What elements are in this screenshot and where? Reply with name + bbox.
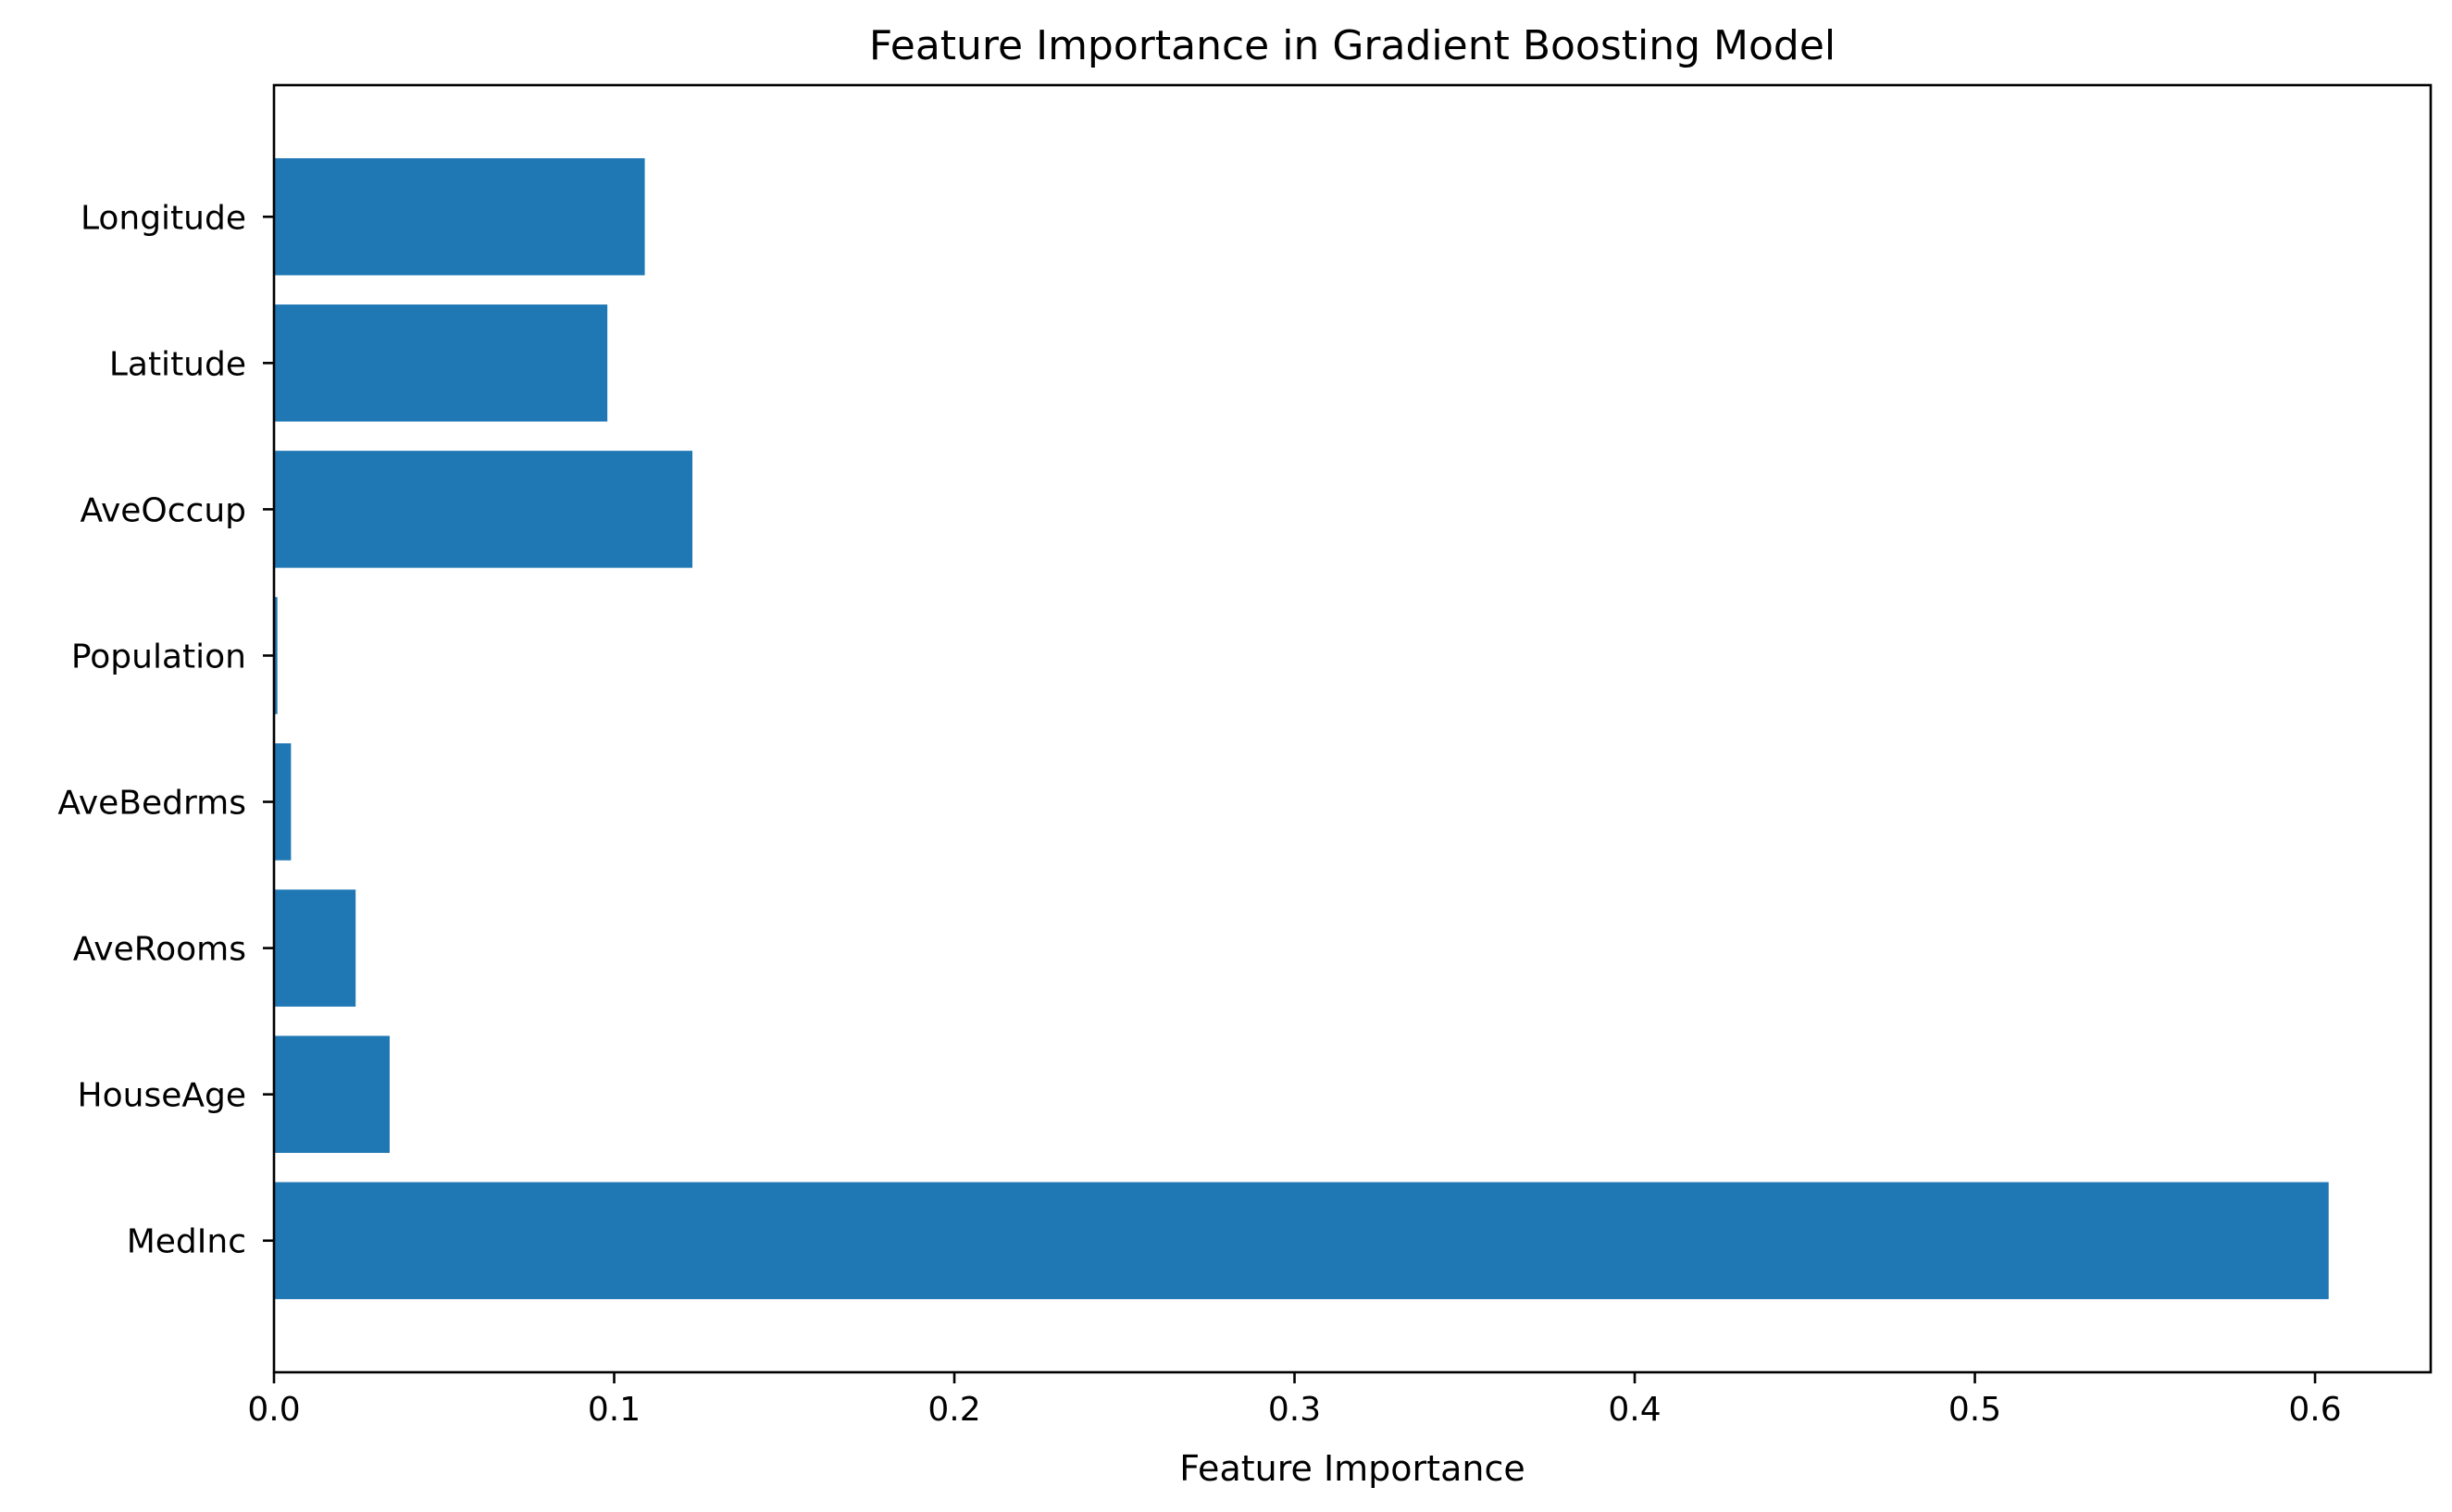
bar-population: [274, 597, 278, 714]
y-axis-ticks: MedInc HouseAge AveRooms AveBedrms Populatio…: [57, 199, 274, 1261]
bar-avebedrms: [274, 743, 292, 861]
y-tick-label: AveRooms: [73, 931, 246, 969]
y-tick-label: MedInc: [127, 1223, 246, 1261]
y-tick-label: Longitude: [81, 199, 246, 237]
bar-aveoccup: [274, 451, 693, 568]
y-tick-label: HouseAge: [78, 1077, 246, 1115]
x-tick-label: 0.5: [1948, 1391, 2001, 1429]
y-tick-label: Latitude: [109, 345, 246, 383]
bars-group: [274, 158, 2329, 1299]
x-axis-label: Feature Importance: [1179, 1448, 1525, 1489]
bar-latitude: [274, 304, 608, 422]
chart-title: Feature Importance in Gradient Boosting …: [869, 22, 1836, 69]
bar-houseage: [274, 1035, 390, 1153]
x-tick-label: 0.0: [247, 1391, 300, 1429]
x-tick-label: 0.3: [1268, 1391, 1321, 1429]
y-tick-label: AveOccup: [80, 491, 246, 529]
y-tick-label: AveBedrms: [57, 785, 246, 823]
x-axis-ticks: 0.0 0.1 0.2 0.3 0.4 0.5 0.6: [247, 1372, 2342, 1429]
x-tick-label: 0.2: [927, 1391, 980, 1429]
plot-frame: [272, 83, 2433, 1374]
x-tick-label: 0.6: [2288, 1391, 2341, 1429]
bar-longitude: [274, 158, 645, 276]
x-tick-label: 0.4: [1608, 1391, 1661, 1429]
x-tick-label: 0.1: [588, 1391, 641, 1429]
y-tick-label: Population: [71, 638, 246, 675]
bar-medinc: [274, 1182, 2329, 1299]
bar-averooms: [274, 889, 356, 1007]
